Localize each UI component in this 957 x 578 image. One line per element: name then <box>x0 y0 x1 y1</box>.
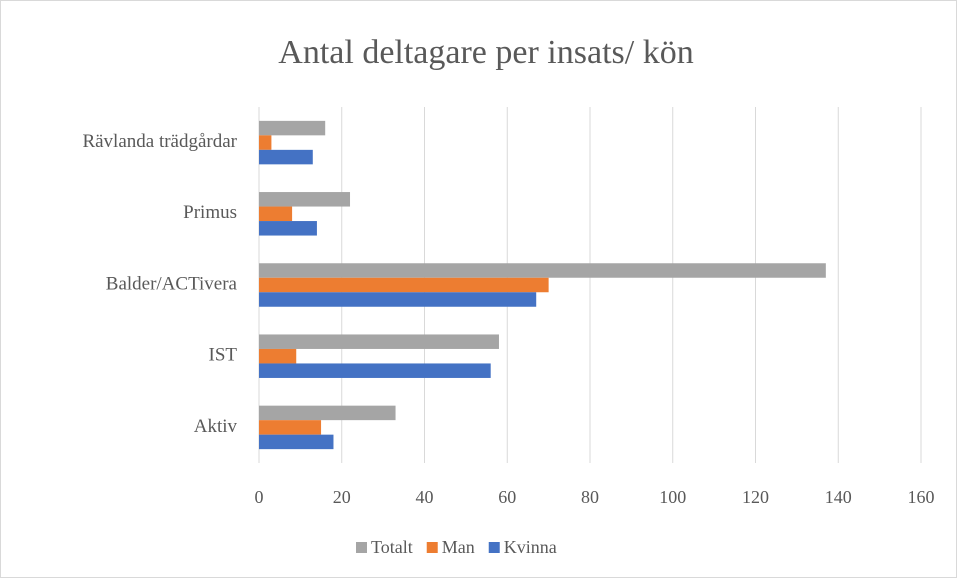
bar <box>259 405 396 421</box>
x-tick-label: 0 <box>255 487 264 507</box>
bar <box>259 120 326 136</box>
chart-title: Antal deltagare per insats/ kön <box>278 34 693 71</box>
bar <box>259 292 537 307</box>
legend-label: Man <box>442 537 475 557</box>
legend-label: Kvinna <box>504 537 557 557</box>
x-tick-label: 140 <box>825 487 852 507</box>
legend-swatch <box>488 542 500 553</box>
bar <box>259 135 272 150</box>
x-tick-label: 160 <box>908 487 935 507</box>
x-tick-label: 40 <box>416 487 434 507</box>
bar <box>259 420 322 435</box>
x-tick-label: 20 <box>333 487 351 507</box>
bar <box>259 221 317 236</box>
bar <box>259 277 549 293</box>
legend-label: Totalt <box>371 537 413 557</box>
x-tick-label: 120 <box>742 487 769 507</box>
legend-swatch <box>356 542 367 553</box>
legend-swatch <box>426 542 438 553</box>
bar <box>259 334 499 349</box>
y-tick-label: IST <box>209 345 238 366</box>
x-tick-label: 100 <box>659 487 686 507</box>
y-tick-label: Primus <box>183 202 237 223</box>
bar <box>259 434 334 450</box>
y-tick-label: Rävlanda trädgårdar <box>82 131 237 152</box>
bar <box>259 263 826 278</box>
bar <box>259 348 297 364</box>
x-tick-label: 60 <box>498 487 516 507</box>
bar <box>259 192 351 207</box>
bar <box>259 363 491 378</box>
y-tick-label: Aktiv <box>194 416 238 437</box>
y-tick-label: Balder/ACTivera <box>106 273 238 294</box>
x-tick-label: 80 <box>581 487 599 507</box>
bar <box>259 206 293 222</box>
bar <box>259 149 313 165</box>
